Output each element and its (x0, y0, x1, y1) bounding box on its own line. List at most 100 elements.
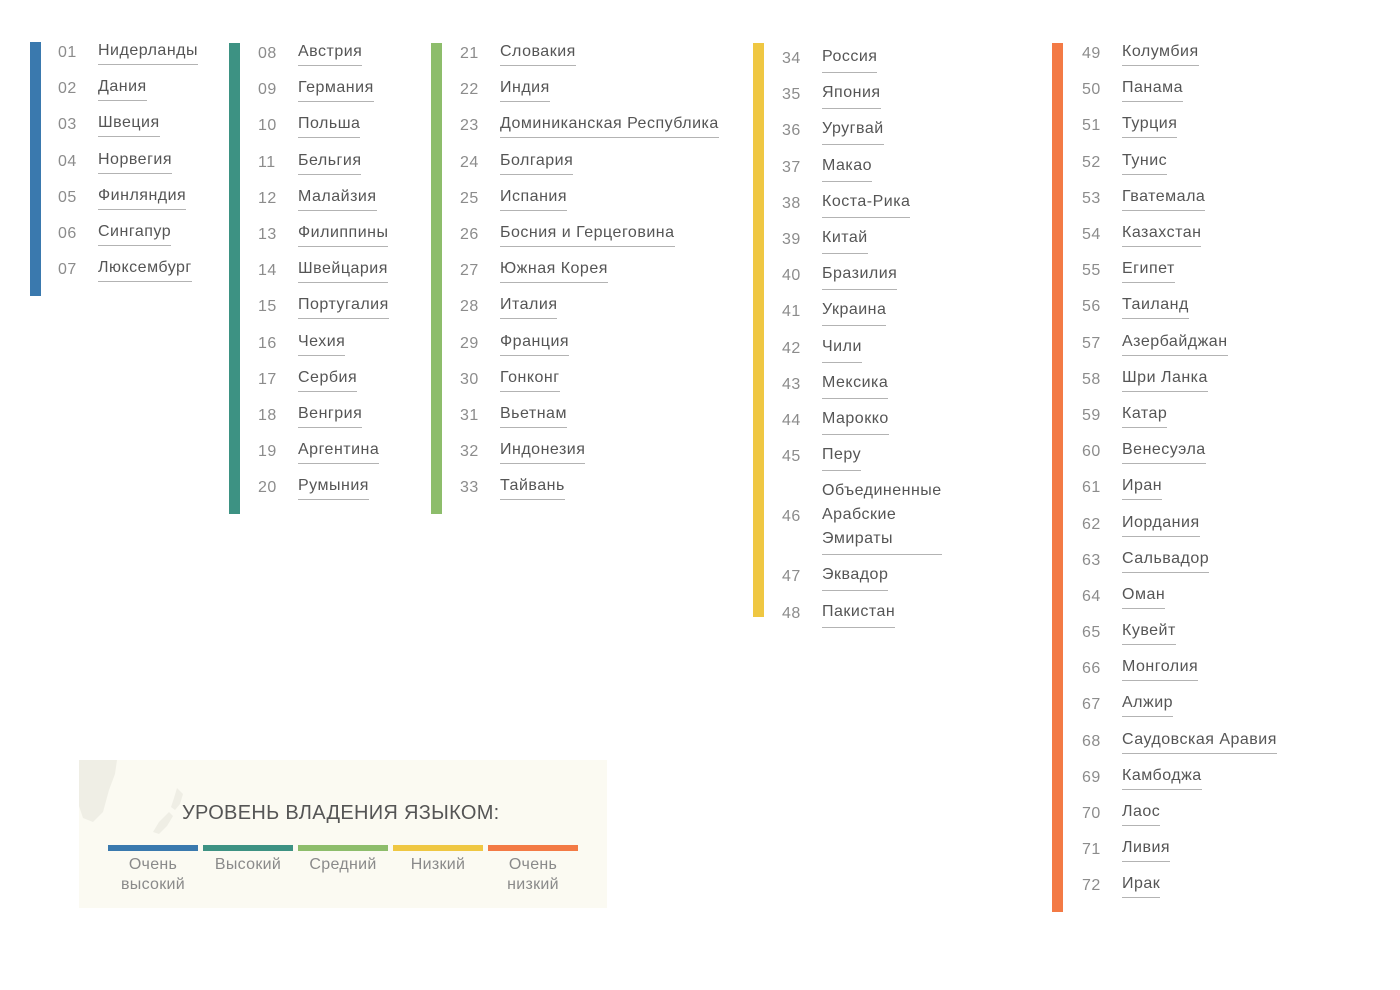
country-link[interactable]: Венгрия (298, 404, 363, 428)
rank-number: 45 (782, 448, 801, 466)
rank-number: 63 (1082, 551, 1101, 569)
country-link[interactable]: Панама (1122, 78, 1184, 103)
country-link[interactable]: Босния и Герцеговина (500, 223, 675, 248)
country-link[interactable]: Саудовская Аравия (1122, 730, 1277, 754)
country-list: 21 Словакия 22 Индия 23 Доминиканская Республ… (460, 36, 719, 506)
list-item: 55 Египет (1082, 253, 1277, 289)
country-link[interactable]: Уругвай (822, 117, 884, 146)
country-link[interactable]: Австрия (298, 42, 363, 67)
country-link[interactable]: Эквадор (822, 563, 889, 592)
country-link[interactable]: Дания (98, 77, 147, 102)
list-item: 07 Люксембург (58, 252, 198, 288)
country-link[interactable]: Словакия (500, 42, 576, 67)
country-link[interactable]: Венесуэла (1122, 440, 1206, 465)
list-item: 17 Сербия (258, 362, 389, 398)
country-link[interactable]: Сербия (298, 368, 358, 392)
country-link[interactable]: Бельгия (298, 151, 362, 175)
country-link[interactable]: Китай (822, 226, 868, 255)
country-link[interactable]: Ирак (1122, 874, 1161, 899)
country-link[interactable]: Алжир (1122, 693, 1174, 718)
country-link[interactable]: Доминиканская Республика (500, 114, 719, 139)
rank-number: 15 (258, 298, 277, 316)
country-link[interactable]: Таиланд (1122, 295, 1189, 320)
country-link[interactable]: Шри Ланка (1122, 368, 1208, 392)
level-color-bar (431, 43, 442, 514)
country-link[interactable]: Тайвань (500, 476, 565, 501)
country-link[interactable]: Малайзия (298, 187, 377, 211)
list-item: 65 Кувейт (1082, 615, 1277, 651)
country-link[interactable]: Швейцария (298, 259, 388, 284)
country-link[interactable]: Оман (1122, 585, 1166, 609)
country-link[interactable]: Аргентина (298, 440, 380, 465)
country-link[interactable]: Нидерланды (98, 41, 198, 66)
country-link[interactable]: Турция (1122, 114, 1178, 139)
country-link[interactable]: Румыния (298, 476, 369, 501)
legend-item-high: Высокий (203, 845, 293, 895)
country-link[interactable]: Египет (1122, 259, 1175, 284)
list-item: 49 Колумбия (1082, 36, 1277, 72)
country-link[interactable]: Гонконг (500, 368, 560, 392)
country-link[interactable]: Коста-Рика (822, 190, 911, 218)
country-link[interactable]: Чехия (298, 332, 346, 356)
country-link[interactable]: Вьетнам (500, 404, 567, 428)
country-link[interactable]: Иран (1122, 476, 1163, 501)
country-link[interactable]: Южная Корея (500, 259, 608, 284)
rank-number: 31 (460, 406, 479, 424)
rank-number: 18 (258, 406, 277, 424)
country-link[interactable]: Чили (822, 335, 862, 363)
list-item: 62 Иордания (1082, 506, 1277, 542)
country-link[interactable]: Финляндия (98, 186, 187, 210)
country-link[interactable]: Объединенные Арабские Эмираты (822, 479, 942, 556)
country-link[interactable]: Пакистан (822, 600, 896, 628)
list-item: 29 Франция (460, 326, 719, 362)
country-link[interactable]: Тунис (1122, 151, 1168, 175)
country-link[interactable]: Иордания (1122, 513, 1200, 537)
rank-number: 71 (1082, 841, 1101, 859)
country-link[interactable]: Индонезия (500, 440, 586, 465)
country-link[interactable]: Катар (1122, 404, 1168, 428)
list-item: 34 Россия (782, 41, 942, 77)
country-list: 34 Россия 35 Япония 36 Уругвай 37 Макао 38 Коста-… (782, 41, 942, 632)
country-link[interactable]: Сальвадор (1122, 549, 1210, 573)
rank-number: 06 (58, 225, 77, 243)
country-link[interactable]: Норвегия (98, 150, 173, 174)
list-item: 72 Ирак (1082, 868, 1277, 904)
country-link[interactable]: Япония (822, 81, 881, 110)
country-link[interactable]: Украина (822, 298, 887, 327)
country-link[interactable]: Франция (500, 332, 570, 356)
country-link[interactable]: Бразилия (822, 262, 898, 291)
country-link[interactable]: Швеция (98, 113, 160, 138)
country-link[interactable]: Перу (822, 443, 862, 472)
country-link[interactable]: Индия (500, 78, 550, 103)
country-link[interactable]: Филиппины (298, 223, 389, 248)
country-link[interactable]: Польша (298, 114, 361, 139)
country-link[interactable]: Болгария (500, 151, 574, 175)
rank-number: 47 (782, 568, 801, 586)
country-link[interactable]: Макао (822, 154, 873, 182)
country-link[interactable]: Италия (500, 295, 558, 320)
country-link[interactable]: Мексика (822, 371, 889, 399)
rank-number: 49 (1082, 45, 1101, 63)
country-link[interactable]: Азербайджан (1122, 332, 1228, 356)
country-link[interactable]: Испания (500, 187, 567, 211)
country-link[interactable]: Кувейт (1122, 621, 1176, 646)
rank-number: 25 (460, 189, 479, 207)
country-link[interactable]: Германия (298, 78, 374, 103)
country-link[interactable]: Ливия (1122, 838, 1171, 863)
country-link[interactable]: Камбоджа (1122, 766, 1202, 790)
country-link[interactable]: Португалия (298, 295, 389, 320)
country-link[interactable]: Люксембург (98, 258, 192, 283)
rank-number: 26 (460, 226, 479, 244)
country-link[interactable]: Лаос (1122, 802, 1161, 827)
list-item: 64 Оман (1082, 579, 1277, 615)
country-link[interactable]: Казахстан (1122, 223, 1202, 248)
country-link[interactable]: Марокко (822, 407, 889, 435)
country-link[interactable]: Гватемала (1122, 187, 1206, 211)
rank-number: 69 (1082, 768, 1101, 786)
rank-number: 37 (782, 158, 801, 176)
country-link[interactable]: Россия (822, 45, 878, 74)
country-link[interactable]: Колумбия (1122, 42, 1199, 67)
country-link[interactable]: Сингапур (98, 222, 172, 247)
rank-number: 20 (258, 479, 277, 497)
country-link[interactable]: Монголия (1122, 657, 1199, 682)
